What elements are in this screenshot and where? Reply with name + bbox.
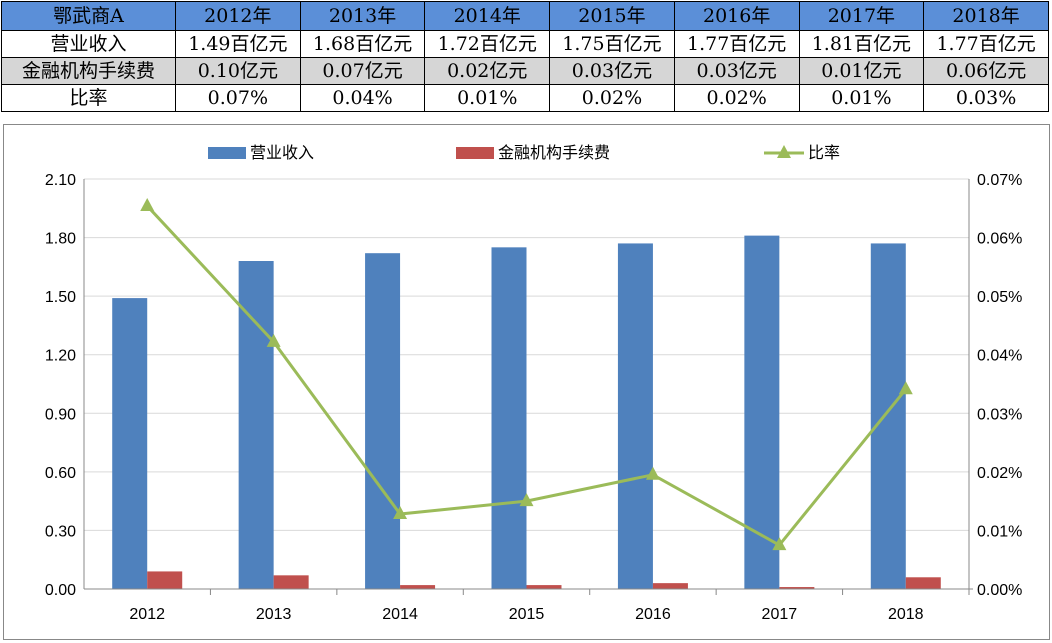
y-tick-label: 0.30 [45, 523, 76, 540]
table-cell: 0.07% [175, 84, 301, 112]
ratio-marker [772, 537, 787, 551]
table-header-cell: 2016年 [673, 1, 800, 31]
table-cell: 营业收入 [1, 30, 176, 58]
y2-tick-label: 0.01% [977, 523, 1022, 540]
x-tick-label: 2014 [382, 606, 418, 623]
table-cell: 比率 [1, 84, 176, 112]
ratio-marker [140, 197, 155, 211]
table-cell: 0.03亿元 [549, 57, 675, 85]
table-cell: 0.01% [424, 84, 551, 112]
table-cell: 1.75百亿元 [549, 30, 675, 58]
y-tick-label: 0.60 [45, 465, 76, 482]
chart: 0.00 0.00% 0.30 0.01% 0.60 0.02% 0.90 0.03% 1.20… [3, 124, 1050, 640]
table-cell: 0.03% [923, 84, 1049, 112]
y2-tick-label: 0.03% [977, 406, 1022, 423]
legend-marker-ratio [777, 145, 791, 158]
bar-revenue [112, 298, 148, 589]
table-cell: 1.68百亿元 [299, 30, 426, 58]
ratio-marker [266, 333, 281, 347]
table-cell: 1.81百亿元 [798, 30, 925, 58]
x-tick-label: 2017 [762, 606, 798, 623]
table-header-cell: 2012年 [175, 1, 301, 31]
y-tick-label: 2.10 [45, 172, 76, 189]
legend-label: 营业收入 [250, 144, 314, 162]
y2-tick-label: 0.00% [977, 582, 1022, 599]
bar-revenue [365, 253, 401, 589]
y-tick-label: 1.80 [45, 231, 76, 248]
data-table: 鄂武商A 2012年 2013年 2014年 2015年 2016年 2017年 2018年 … [1, 1, 1049, 112]
table-cell: 0.01亿元 [798, 57, 925, 85]
bar-revenue [491, 247, 527, 589]
bar-revenue [238, 261, 274, 589]
table-header-cell: 2014年 [424, 1, 551, 31]
y2-tick-label: 0.06% [977, 231, 1022, 248]
bar-fee [147, 571, 183, 589]
table-cell: 0.03亿元 [673, 57, 800, 85]
legend-label: 比率 [808, 144, 840, 162]
y2-tick-label: 0.07% [977, 172, 1022, 189]
table-header-cell: 2015年 [549, 1, 675, 31]
y2-tick-label: 0.05% [977, 289, 1022, 306]
table-cell: 1.72百亿元 [424, 30, 551, 58]
x-tick-label: 2018 [888, 606, 924, 623]
table-cell: 1.49百亿元 [175, 30, 301, 58]
bar-fee [526, 585, 562, 589]
table-cell: 0.10亿元 [175, 57, 301, 85]
table-cell: 金融机构手续费 [1, 57, 176, 85]
y-tick-label: 1.50 [45, 289, 76, 306]
table-header-cell: 鄂武商A [1, 1, 176, 31]
ratio-marker [519, 493, 534, 507]
table-cell: 0.06亿元 [923, 57, 1049, 85]
ratio-marker [645, 466, 660, 480]
x-tick-label: 2016 [635, 606, 671, 623]
y-tick-label: 0.00 [45, 582, 76, 599]
bar-revenue [617, 243, 653, 589]
table-cell: 0.01% [798, 84, 925, 112]
x-tick-label: 2013 [256, 606, 292, 623]
table-cell: 0.02亿元 [424, 57, 551, 85]
table-cell: 0.02% [549, 84, 675, 112]
table-cell: 1.77百亿元 [923, 30, 1049, 58]
ratio-marker [393, 506, 408, 520]
table-header-cell: 2018年 [923, 1, 1049, 31]
y2-tick-label: 0.04% [977, 348, 1022, 365]
ratio-marker [898, 381, 913, 395]
bar-fee [652, 583, 688, 589]
bar-fee [400, 585, 436, 589]
y-tick-label: 1.20 [45, 348, 76, 365]
legend-swatch-revenue [208, 147, 246, 159]
x-tick-label: 2012 [129, 606, 165, 623]
table-cell: 1.77百亿元 [673, 30, 800, 58]
table-header-cell: 2017年 [798, 1, 925, 31]
table-header-cell: 2013年 [299, 1, 426, 31]
chart-svg: 0.00 0.00% 0.30 0.01% 0.60 0.02% 0.90 0.03% 1.20… [45, 144, 1023, 623]
table-cell: 0.04% [299, 84, 426, 112]
y2-tick-label: 0.02% [977, 465, 1022, 482]
legend-label: 金融机构手续费 [498, 144, 610, 162]
bar-revenue [870, 243, 906, 589]
table-cell: 0.07亿元 [299, 57, 426, 85]
table-cell: 0.02% [673, 84, 800, 112]
y-tick-label: 0.90 [45, 406, 76, 423]
bar-fee [273, 575, 309, 589]
bar-fee [779, 587, 815, 589]
x-tick-label: 2015 [509, 606, 545, 623]
legend-swatch-fee [456, 147, 494, 159]
bar-fee [905, 577, 941, 589]
